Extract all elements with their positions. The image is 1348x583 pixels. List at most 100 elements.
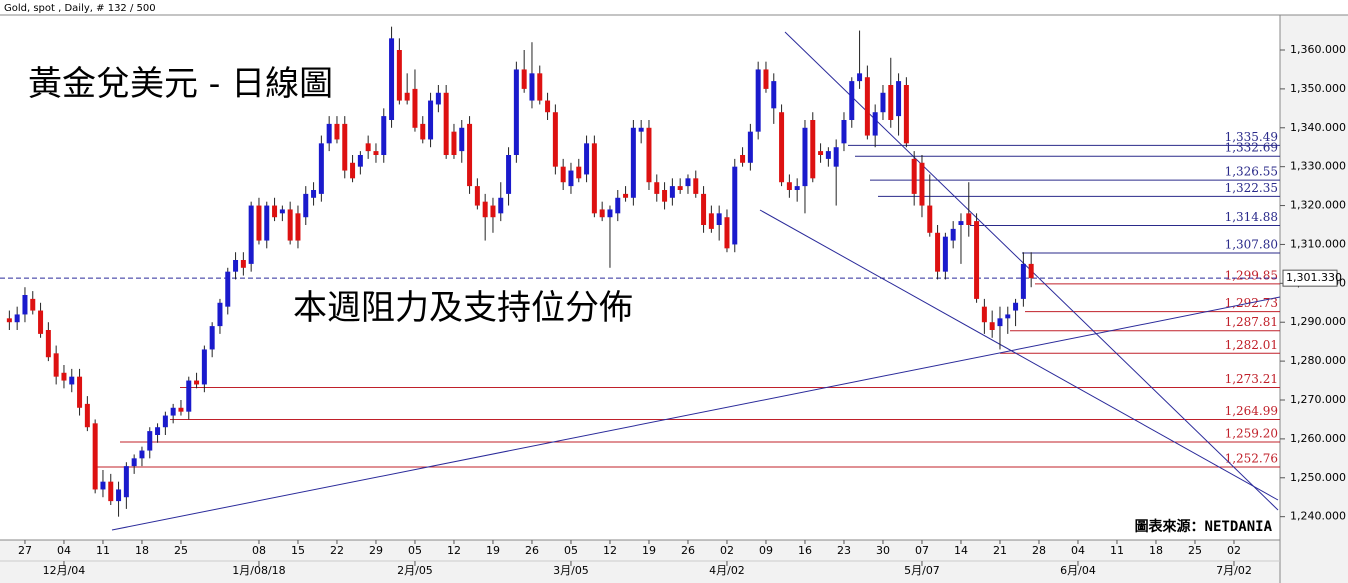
- x-tick-label: 21: [993, 544, 1007, 557]
- x-tick-label: 15: [291, 544, 305, 557]
- candle-body: [334, 123, 340, 140]
- candle-body: [615, 197, 621, 214]
- chart-title: 黃金兌美元 - 日線圖: [28, 64, 333, 104]
- candle-body: [958, 221, 964, 225]
- candle-body: [747, 131, 753, 163]
- annotation: 本週阻力及支持位分佈: [293, 288, 633, 328]
- chart-header: Gold, spot , Daily, # 132 / 500: [4, 3, 156, 14]
- y-tick-label: 1,310.000: [1290, 237, 1346, 250]
- candle-body: [513, 69, 519, 155]
- x-tick-label: 11: [1110, 544, 1124, 557]
- candle-body: [131, 458, 137, 467]
- x-tick-label: 28: [1032, 544, 1046, 557]
- x-tick-label: 26: [525, 544, 539, 557]
- candle-body: [435, 92, 441, 105]
- candle-body: [162, 415, 168, 428]
- y-tick-label: 1,270.000: [1290, 393, 1346, 406]
- candle-body: [724, 217, 730, 249]
- candle-body: [45, 330, 51, 358]
- candle-body: [428, 100, 434, 140]
- candle-body: [825, 151, 831, 159]
- candle-body: [950, 228, 956, 241]
- candle-body: [22, 295, 28, 315]
- candle-body: [186, 380, 192, 412]
- candle-body: [474, 186, 480, 206]
- candle-body: [560, 166, 566, 183]
- x-tick-label: 26: [681, 544, 695, 557]
- candle-body: [732, 166, 738, 245]
- candle-body: [919, 162, 925, 206]
- candle-body: [810, 120, 816, 179]
- candle-body: [240, 260, 246, 268]
- candle-body: [365, 143, 371, 152]
- candle-body: [490, 205, 496, 218]
- candle-body: [545, 100, 551, 113]
- level-label: 1,252.76: [1225, 452, 1278, 466]
- x-tick-label: 08: [252, 544, 266, 557]
- y-tick-label: 1,330.000: [1290, 160, 1346, 173]
- y-tick-label: 1,350.000: [1290, 82, 1346, 95]
- month-tick-label: 1月/08/18: [232, 564, 285, 577]
- candle-body: [311, 190, 317, 198]
- candle-body: [966, 213, 972, 225]
- y-tick-label: 1,240.000: [1290, 510, 1346, 523]
- x-tick-label: 12: [603, 544, 617, 557]
- candle-body: [303, 193, 309, 218]
- candle-body: [256, 205, 262, 241]
- candle-body: [864, 77, 870, 136]
- x-tick-label: 07: [915, 544, 929, 557]
- candle-body: [318, 143, 324, 194]
- candle-body: [108, 481, 114, 502]
- candle-body: [53, 353, 59, 377]
- candle-body: [381, 116, 387, 155]
- candle-body: [459, 127, 465, 152]
- candle-body: [927, 205, 933, 233]
- level-label: 1,326.55: [1225, 165, 1278, 179]
- level-label: 1,307.80: [1225, 238, 1278, 252]
- candle-body: [498, 197, 504, 214]
- candle-body: [693, 178, 699, 194]
- candle-body: [911, 158, 917, 194]
- candle-body: [443, 92, 449, 155]
- y-tick-label: 1,360.000: [1290, 43, 1346, 56]
- x-tick-label: 05: [564, 544, 578, 557]
- candle-body: [412, 88, 418, 128]
- candle-body: [872, 112, 878, 136]
- candle-body: [1005, 314, 1011, 319]
- candle-body: [61, 372, 67, 381]
- month-tick-label: 4月/02: [709, 564, 745, 577]
- candle-body: [677, 186, 683, 190]
- candle-body: [896, 81, 902, 117]
- x-tick-label: 09: [759, 544, 773, 557]
- candle-body: [662, 190, 668, 202]
- candle-body: [209, 326, 215, 350]
- candle-body: [763, 69, 769, 89]
- candle-body: [771, 81, 777, 109]
- candle-body: [521, 69, 527, 89]
- candle-body: [841, 120, 847, 144]
- candle-body: [373, 151, 379, 155]
- candle-body: [974, 221, 980, 299]
- month-tick-label: 6月/04: [1060, 564, 1096, 577]
- candle-body: [170, 407, 176, 416]
- candle-body: [77, 376, 83, 408]
- x-tick-label: 29: [369, 544, 383, 557]
- candle-body: [708, 213, 714, 229]
- level-label: 1,287.81: [1225, 315, 1278, 329]
- candle-body: [981, 306, 987, 323]
- x-tick-label: 27: [18, 544, 32, 557]
- candle-body: [451, 131, 457, 155]
- x-tick-label: 11: [96, 544, 110, 557]
- candle-body: [740, 155, 746, 163]
- candle-body: [591, 143, 597, 214]
- y-tick-label: 1,290.000: [1290, 315, 1346, 328]
- candle-body: [14, 314, 20, 323]
- candle-body: [654, 182, 660, 194]
- level-label: 1,322.35: [1225, 181, 1278, 195]
- candle-body: [888, 85, 894, 120]
- candle-body: [1020, 263, 1026, 299]
- x-tick-label: 18: [1149, 544, 1163, 557]
- candle-body: [584, 143, 590, 175]
- candle-body: [350, 162, 356, 179]
